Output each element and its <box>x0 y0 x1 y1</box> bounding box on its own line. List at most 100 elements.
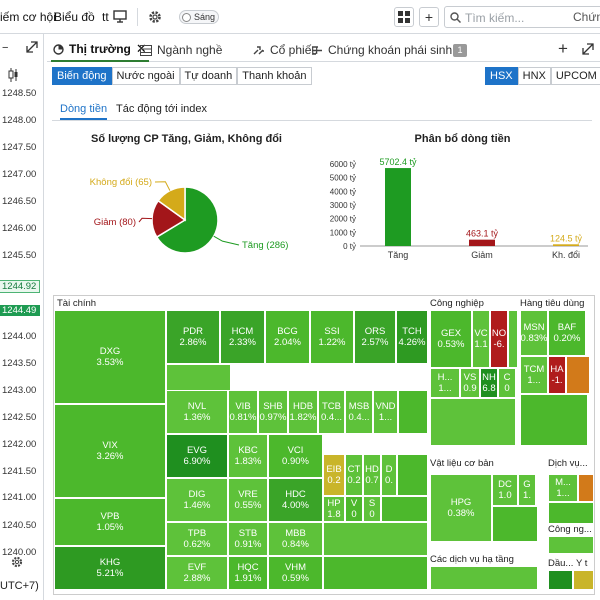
layout-grid-button[interactable] <box>394 7 414 27</box>
treemap-tile[interactable]: SHB 0.97% <box>258 390 288 434</box>
treemap-tile-small[interactable] <box>430 398 516 446</box>
treemap-tile[interactable]: KBC 1.83% <box>228 434 268 478</box>
treemap-tile-small[interactable] <box>492 506 538 542</box>
treemap-tile[interactable]: HA -1. <box>548 356 566 394</box>
treemap-tile[interactable]: H... 1... <box>430 368 460 398</box>
treemap-tile[interactable]: HD 0.7 <box>363 454 381 496</box>
treemap-tile[interactable]: DIG 1.46% <box>166 478 228 522</box>
search-input[interactable]: Tìm kiếm... <box>465 11 525 25</box>
tab-industry[interactable]: Ngành nghề <box>140 38 222 62</box>
gear-icon[interactable] <box>148 10 162 24</box>
treemap-tile[interactable]: VC 1.1 <box>472 310 490 368</box>
subtab-foreign[interactable]: Nước ngoài <box>111 67 180 85</box>
tab-stocks[interactable]: Cổ phiếu <box>253 38 318 62</box>
add-tab-icon[interactable]: + <box>558 39 568 58</box>
menu-tt[interactable]: tt <box>102 10 109 24</box>
candlestick-icon[interactable] <box>8 68 18 82</box>
treemap-tile[interactable]: HDB 1.82% <box>288 390 318 434</box>
treemap-tile-small[interactable] <box>397 454 428 496</box>
treemap-tile[interactable]: VND 1... <box>373 390 398 434</box>
pie-slice[interactable] <box>155 186 219 254</box>
exchange-upcom[interactable]: UPCOM <box>550 67 600 85</box>
treemap-tile[interactable]: MSN 0.83% <box>520 310 548 356</box>
treemap-tile[interactable]: HCM 2.33% <box>220 310 265 364</box>
treemap-tile-small[interactable] <box>573 570 594 590</box>
treemap-tile-small[interactable] <box>566 356 590 394</box>
treemap-tile[interactable]: VHM 0.59% <box>268 556 323 590</box>
subtab-liquidity[interactable]: Thanh khoản <box>237 67 312 85</box>
treemap-tile[interactable]: DXG 3.53% <box>54 310 166 404</box>
treemap-tile[interactable]: BAF 0.20% <box>548 310 586 356</box>
add-button[interactable]: + <box>419 7 439 27</box>
treemap-tile-small[interactable] <box>520 394 588 446</box>
expand-panel-icon[interactable] <box>582 43 594 55</box>
treemap-tile[interactable]: HQC 1.91% <box>228 556 268 590</box>
bar[interactable] <box>385 168 411 246</box>
treemap-tile-small[interactable] <box>548 570 573 590</box>
treemap-tile[interactable]: EVF 2.88% <box>166 556 228 590</box>
theme-toggle[interactable]: Sáng <box>179 10 219 24</box>
treemap-tile[interactable]: MSB 0.4... <box>345 390 373 434</box>
treemap-tile[interactable]: HP 1.8 <box>323 496 345 522</box>
tab-money-flow[interactable]: Dòng tiền <box>60 103 108 120</box>
treemap-tile[interactable]: VIB 0.81% <box>228 390 258 434</box>
treemap-tile[interactable]: KHG 5.21% <box>54 546 166 590</box>
tab-market[interactable]: Thị trường ✕ <box>51 38 149 62</box>
subtab-proprietary[interactable]: Tự doanh <box>179 67 238 85</box>
exchange-hsx[interactable]: HSX <box>485 67 518 85</box>
treemap-tile-small[interactable] <box>578 474 594 502</box>
treemap-tile-small[interactable] <box>323 556 428 590</box>
treemap-tile[interactable]: D 0. <box>381 454 397 496</box>
treemap-tile-small[interactable] <box>548 536 594 554</box>
treemap-tile[interactable]: VS 0.9 <box>460 368 480 398</box>
menu-chart[interactable]: Biểu đồ <box>54 10 95 24</box>
search-box[interactable]: Tìm kiếm... <box>444 6 600 28</box>
treemap-tile[interactable]: NVL 1.36% <box>166 390 228 434</box>
treemap-tile-small[interactable] <box>548 502 594 524</box>
treemap-tile[interactable]: NO -6. <box>490 310 508 368</box>
subtab-volatility[interactable]: Biến động <box>52 67 112 85</box>
treemap-tile[interactable]: VCI 0.90% <box>268 434 323 478</box>
treemap-tile[interactable]: TCB 0.4... <box>318 390 345 434</box>
treemap-tile[interactable]: TCH 4.26% <box>396 310 428 364</box>
treemap-tile[interactable]: VIX 3.26% <box>54 404 166 498</box>
treemap-tile-small[interactable] <box>323 522 428 556</box>
tab-derivatives[interactable]: Chứng khoán phái sinh <box>311 38 452 62</box>
treemap-tile[interactable]: M... 1... <box>548 474 578 502</box>
treemap-tile[interactable]: HPG 0.38% <box>430 474 492 542</box>
bar[interactable] <box>469 239 495 246</box>
treemap-tile[interactable]: SSI 1.22% <box>310 310 354 364</box>
bar[interactable] <box>553 244 579 246</box>
treemap-tile[interactable]: EIB 0.2 <box>323 454 345 496</box>
treemap-tile[interactable]: ORS 2.57% <box>354 310 396 364</box>
treemap-tile[interactable]: TPB 0.62% <box>166 522 228 556</box>
treemap-tile[interactable]: G 1. <box>518 474 536 506</box>
top-right-label[interactable]: Chứng <box>573 10 600 24</box>
settings-icon[interactable] <box>11 556 23 568</box>
treemap-tile[interactable]: DC 1.0 <box>492 474 518 506</box>
treemap-tile[interactable]: VPB 1.05% <box>54 498 166 546</box>
treemap-tile[interactable]: GEX 0.53% <box>430 310 472 368</box>
treemap-tile[interactable]: CT 0.2 <box>345 454 363 496</box>
treemap-tile-small[interactable] <box>508 310 518 368</box>
treemap-tile-small[interactable] <box>381 496 428 522</box>
minus-icon[interactable]: − <box>2 42 9 54</box>
treemap-tile[interactable]: BCG 2.04% <box>265 310 310 364</box>
treemap-tile[interactable]: EVG 6.90% <box>166 434 228 478</box>
treemap-tile-small[interactable] <box>398 390 428 434</box>
treemap-tile[interactable]: MBB 0.84% <box>268 522 323 556</box>
exchange-hnx[interactable]: HNX <box>517 67 551 85</box>
pie-slice[interactable] <box>157 186 186 222</box>
treemap-tile[interactable]: VRE 0.55% <box>228 478 268 522</box>
monitor-icon[interactable] <box>113 10 127 23</box>
expand-icon[interactable] <box>26 41 38 53</box>
treemap-tile-small[interactable] <box>430 566 538 590</box>
tab-index-impact[interactable]: Tác động tới index <box>116 103 207 115</box>
menu-opportunities[interactable]: iếm cơ hội <box>0 10 56 24</box>
treemap-tile[interactable]: HDC 4.00% <box>268 478 323 522</box>
treemap-tile[interactable]: NH 6.8 <box>480 368 498 398</box>
treemap-tile[interactable]: TCM 1... <box>520 356 548 394</box>
